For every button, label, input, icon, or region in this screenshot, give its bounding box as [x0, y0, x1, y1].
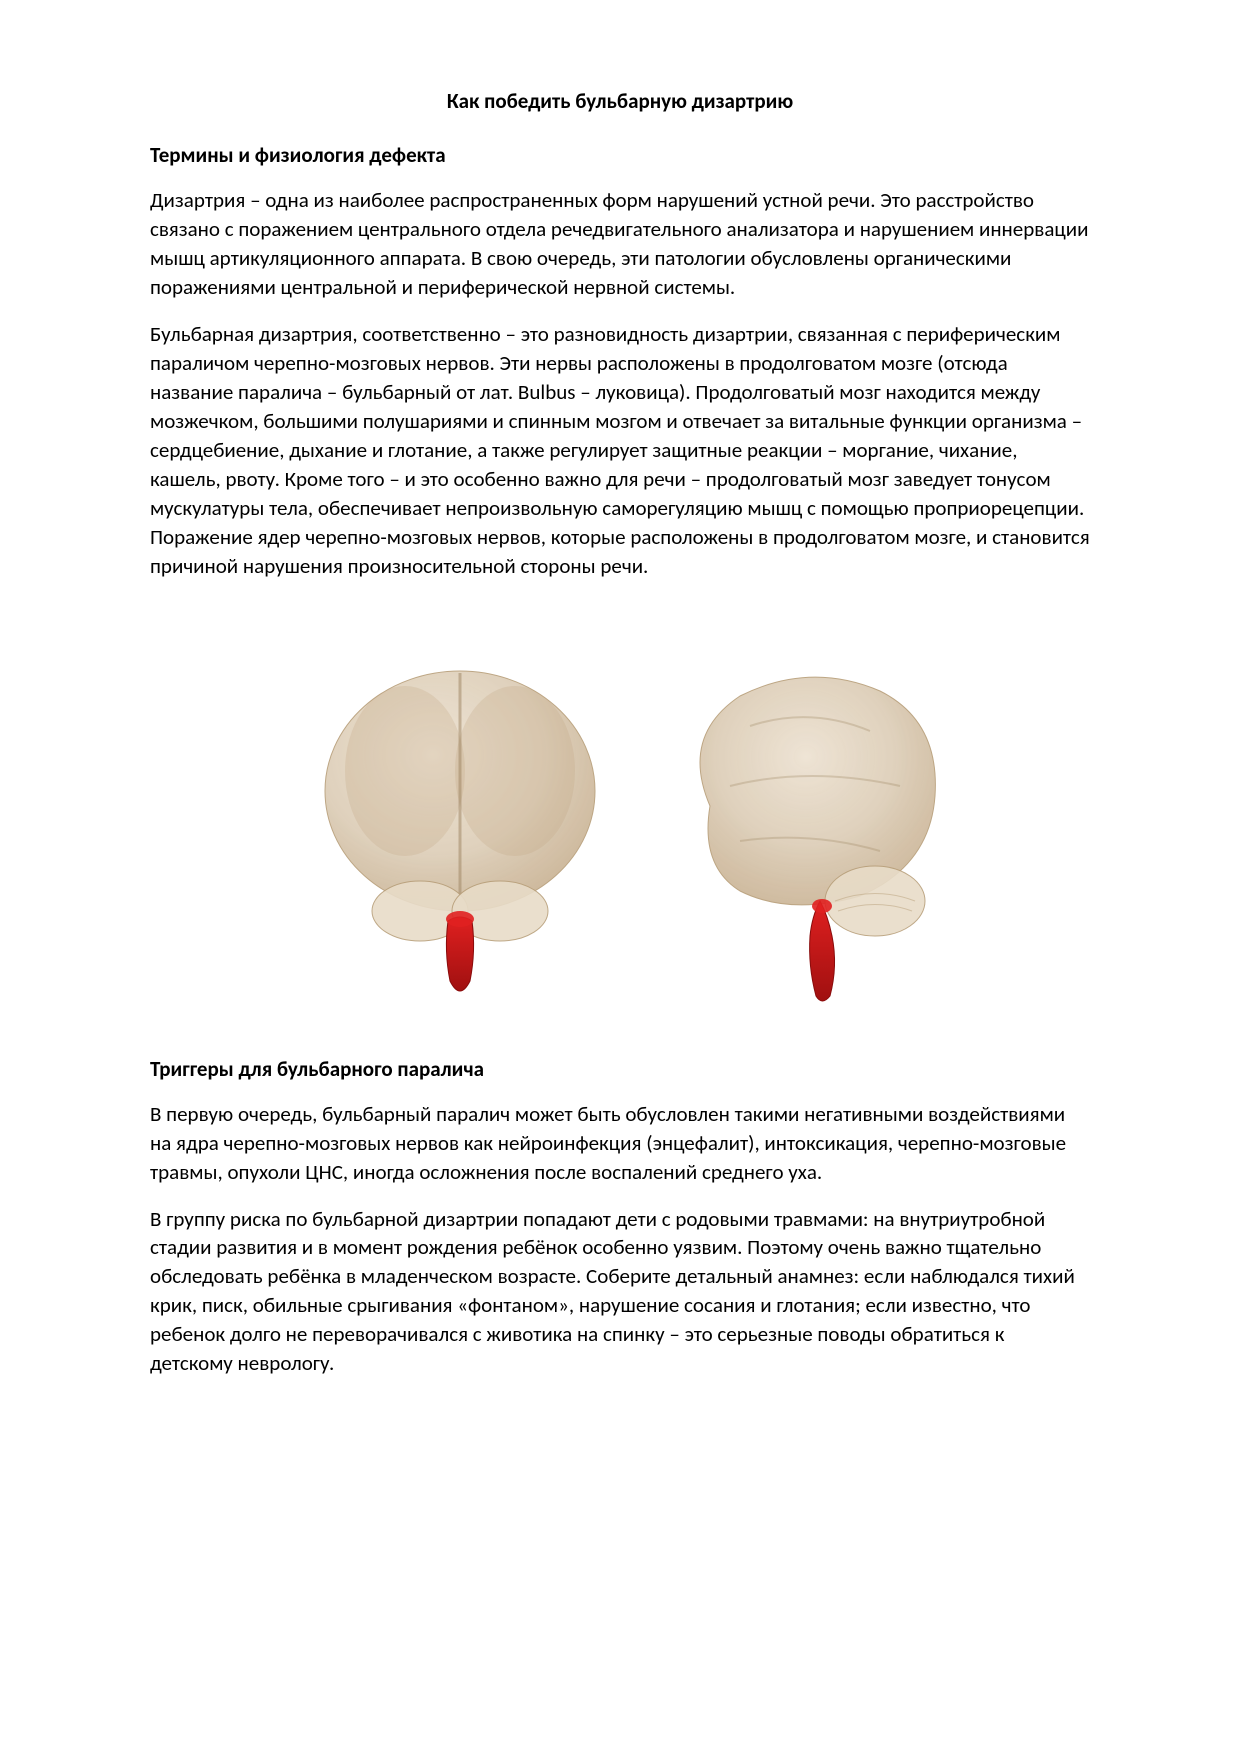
section2-paragraph-1: В первую очередь, бульбарный паралич мож…: [150, 1100, 1090, 1187]
page-title: Как победить бульбарную дизартрию: [150, 88, 1090, 114]
section1-paragraph-1: Дизартрия – одна из наиболее распростран…: [150, 186, 1090, 302]
brain-figure: [150, 641, 1090, 1016]
section1-paragraph-2: Бульбарная дизартрия, соответственно – э…: [150, 320, 1090, 581]
section2-heading: Триггеры для бульбарного паралича: [150, 1056, 1090, 1082]
section2-paragraph-2: В группу риска по бульбарной дизартрии п…: [150, 1205, 1090, 1379]
brain-medulla-illustration-icon: [270, 641, 970, 1011]
document-page: Как победить бульбарную дизартрию Термин…: [0, 0, 1240, 1496]
section1-heading: Термины и физиология дефекта: [150, 142, 1090, 168]
